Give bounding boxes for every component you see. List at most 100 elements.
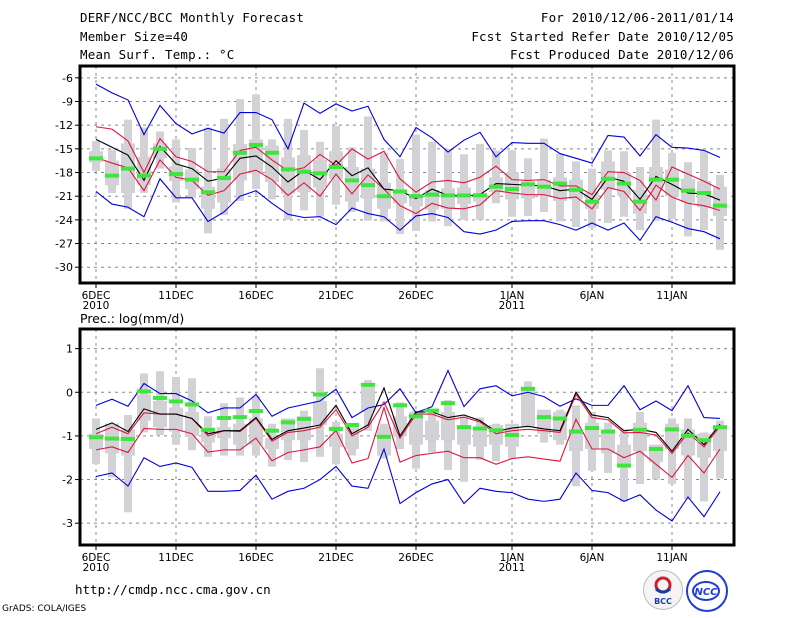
- observation-marker: [121, 436, 135, 441]
- plot-frame: [78, 327, 736, 547]
- spread-whisker-bar: [540, 138, 548, 212]
- observation-marker: [185, 177, 199, 182]
- x-tick-year-label: 2010: [83, 562, 110, 574]
- y-tick-label: 1: [66, 343, 73, 356]
- x-tick-label: 21DEC: [318, 290, 353, 302]
- spread-box-bar: [313, 401, 327, 425]
- observation-marker: [233, 150, 247, 155]
- spread-whisker-bar: [444, 148, 452, 227]
- upper-bound-line: [95, 393, 721, 455]
- observation-marker: [697, 438, 711, 443]
- spread-whisker-bar: [460, 416, 468, 482]
- observation-marker: [105, 173, 119, 178]
- observation-marker: [553, 416, 567, 421]
- observation-marker: [361, 382, 375, 387]
- max-line: [95, 369, 721, 420]
- observation-marker: [169, 399, 183, 404]
- observation-marker: [233, 415, 247, 420]
- spread-box-bar: [217, 427, 231, 439]
- observation-marker: [329, 165, 343, 170]
- y-tick-label: -15: [55, 143, 73, 156]
- observation-marker: [441, 401, 455, 406]
- upper-bound-line: [95, 126, 721, 202]
- observation-marker: [665, 177, 679, 182]
- bcc-logo: BCC: [643, 570, 683, 610]
- spread-box-bar: [521, 390, 535, 428]
- observation-marker: [313, 392, 327, 397]
- observation-marker: [617, 181, 631, 186]
- x-tick-label: 6JAN: [580, 290, 605, 302]
- ensemble-mean-line: [95, 386, 721, 453]
- y-tick-label: 0: [66, 386, 73, 399]
- observation-marker: [137, 173, 151, 178]
- forecast-started-date: Fcst Started Refer Date 2010/12/05: [471, 29, 734, 44]
- x-tick-label: 11DEC: [158, 552, 193, 564]
- x-tick-label: 1JAN: [500, 552, 525, 564]
- spread-whisker-bar: [652, 446, 660, 480]
- observation-marker: [473, 193, 487, 198]
- spread-box-bar: [473, 427, 487, 447]
- observation-marker: [265, 150, 279, 155]
- spread-whisker-bar: [204, 127, 212, 234]
- observation-marker: [649, 177, 663, 182]
- observation-marker: [313, 171, 327, 176]
- observation-marker: [665, 427, 679, 432]
- observation-marker: [521, 386, 535, 391]
- observation-marker: [121, 166, 135, 171]
- observation-marker: [345, 423, 359, 427]
- x-tick-label: 11JAN: [656, 290, 687, 302]
- observation-marker: [553, 181, 567, 186]
- spread-box-bar: [281, 157, 295, 194]
- spread-whisker-bar: [700, 432, 708, 502]
- spread-box-bar: [457, 425, 471, 445]
- observation-marker: [681, 188, 695, 193]
- spread-box-bar: [345, 167, 359, 202]
- observation-marker: [137, 389, 151, 394]
- observation-marker: [601, 176, 615, 181]
- spread-box-bar: [617, 444, 631, 467]
- observation-marker: [217, 416, 231, 421]
- observation-marker: [633, 427, 647, 432]
- observation-marker: [633, 199, 647, 204]
- observation-marker: [361, 183, 375, 188]
- observation-marker: [297, 416, 311, 421]
- spread-box-bar: [569, 429, 583, 452]
- spread-box-bar: [697, 433, 711, 458]
- observation-marker: [329, 426, 343, 431]
- spread-box-bar: [441, 188, 455, 209]
- observation-marker: [505, 433, 519, 438]
- spread-whisker-bar: [476, 144, 484, 220]
- spread-box-bar: [553, 411, 567, 441]
- y-tick-label: -18: [55, 167, 73, 180]
- spread-box-bar: [633, 422, 647, 452]
- observation-marker: [713, 425, 727, 430]
- observation-marker: [281, 420, 295, 425]
- observation-marker: [569, 429, 583, 434]
- ensemble-mean-line: [95, 138, 721, 201]
- observation-marker: [393, 189, 407, 194]
- source-url[interactable]: http://cmdp.ncc.cma.gov.cn: [75, 582, 271, 597]
- observation-marker: [617, 463, 631, 468]
- y-tick-label: -2: [62, 474, 73, 487]
- observation-marker: [153, 146, 167, 151]
- x-tick-label: 11DEC: [158, 290, 193, 302]
- observation-marker: [265, 428, 279, 433]
- spread-box-bar: [377, 427, 391, 456]
- observation-marker: [441, 193, 455, 198]
- observation-marker: [89, 156, 103, 161]
- spread-box-bar: [121, 429, 135, 456]
- observation-marker: [89, 435, 103, 440]
- observation-marker: [425, 192, 439, 197]
- y-tick-label: -24: [55, 214, 73, 227]
- spread-box-bar: [201, 431, 215, 443]
- observation-marker: [377, 434, 391, 439]
- observation-marker: [505, 187, 519, 192]
- observation-marker: [409, 194, 423, 199]
- x-tick-label: 16DEC: [238, 552, 273, 564]
- observation-marker: [153, 395, 167, 400]
- temperature-variable-label: Mean Surf. Temp.: °C: [80, 47, 235, 62]
- x-tick-label: 16DEC: [238, 290, 273, 302]
- spread-whisker-bar: [492, 150, 500, 204]
